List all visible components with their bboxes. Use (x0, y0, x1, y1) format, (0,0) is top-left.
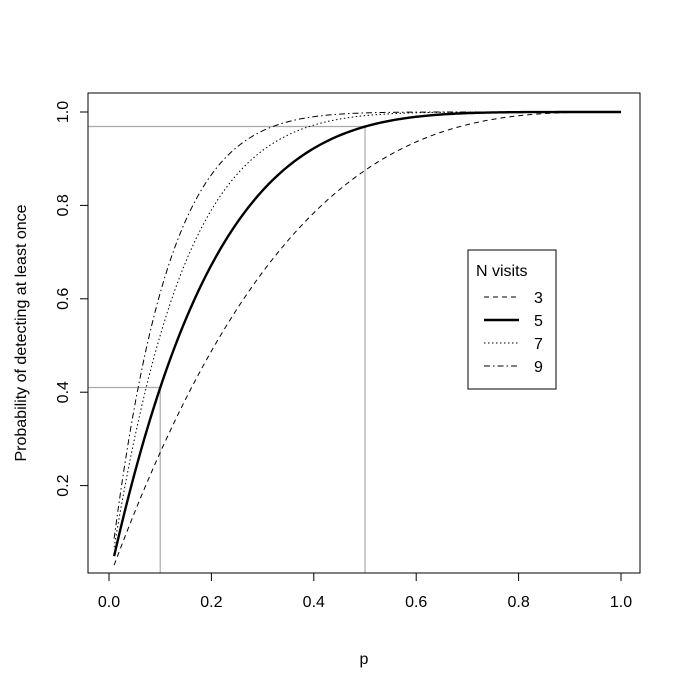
legend-label-3: 3 (534, 290, 543, 307)
x-tick-label: 0.0 (98, 594, 120, 611)
plot-frame (87, 92, 641, 574)
legend: N visits 3 5 7 9 (467, 249, 557, 390)
y-tick-label: 0.8 (55, 194, 72, 216)
x-axis-label: p (360, 651, 369, 668)
y-axis-label: Probability of detecting at least once (13, 204, 30, 461)
x-tick-label: 1.0 (610, 594, 632, 611)
x-tick-label: 0.2 (200, 594, 222, 611)
reference-lines (88, 125, 366, 573)
series-line-9 (113, 111, 621, 539)
series-layer (112, 110, 621, 566)
legend-title: N visits (476, 263, 528, 280)
legend-label-5: 5 (534, 313, 543, 330)
x-axis: 0.0 0.2 0.4 0.6 0.8 1.0 (98, 572, 632, 611)
x-tick-label: 0.6 (405, 594, 427, 611)
legend-label-7: 7 (534, 336, 543, 353)
series-line-3 (113, 111, 621, 566)
y-tick-label: 0.4 (55, 381, 72, 403)
legend-label-9: 9 (534, 359, 543, 376)
x-tick-label: 0.4 (303, 594, 325, 611)
x-tick-label: 0.8 (507, 594, 529, 611)
y-tick-label: 0.6 (55, 288, 72, 310)
y-axis: 0.2 0.4 0.6 0.8 1.0 (55, 101, 89, 497)
y-tick-label: 0.2 (55, 474, 72, 496)
series-line-7 (113, 111, 621, 548)
y-tick-label: 1.0 (55, 101, 72, 123)
